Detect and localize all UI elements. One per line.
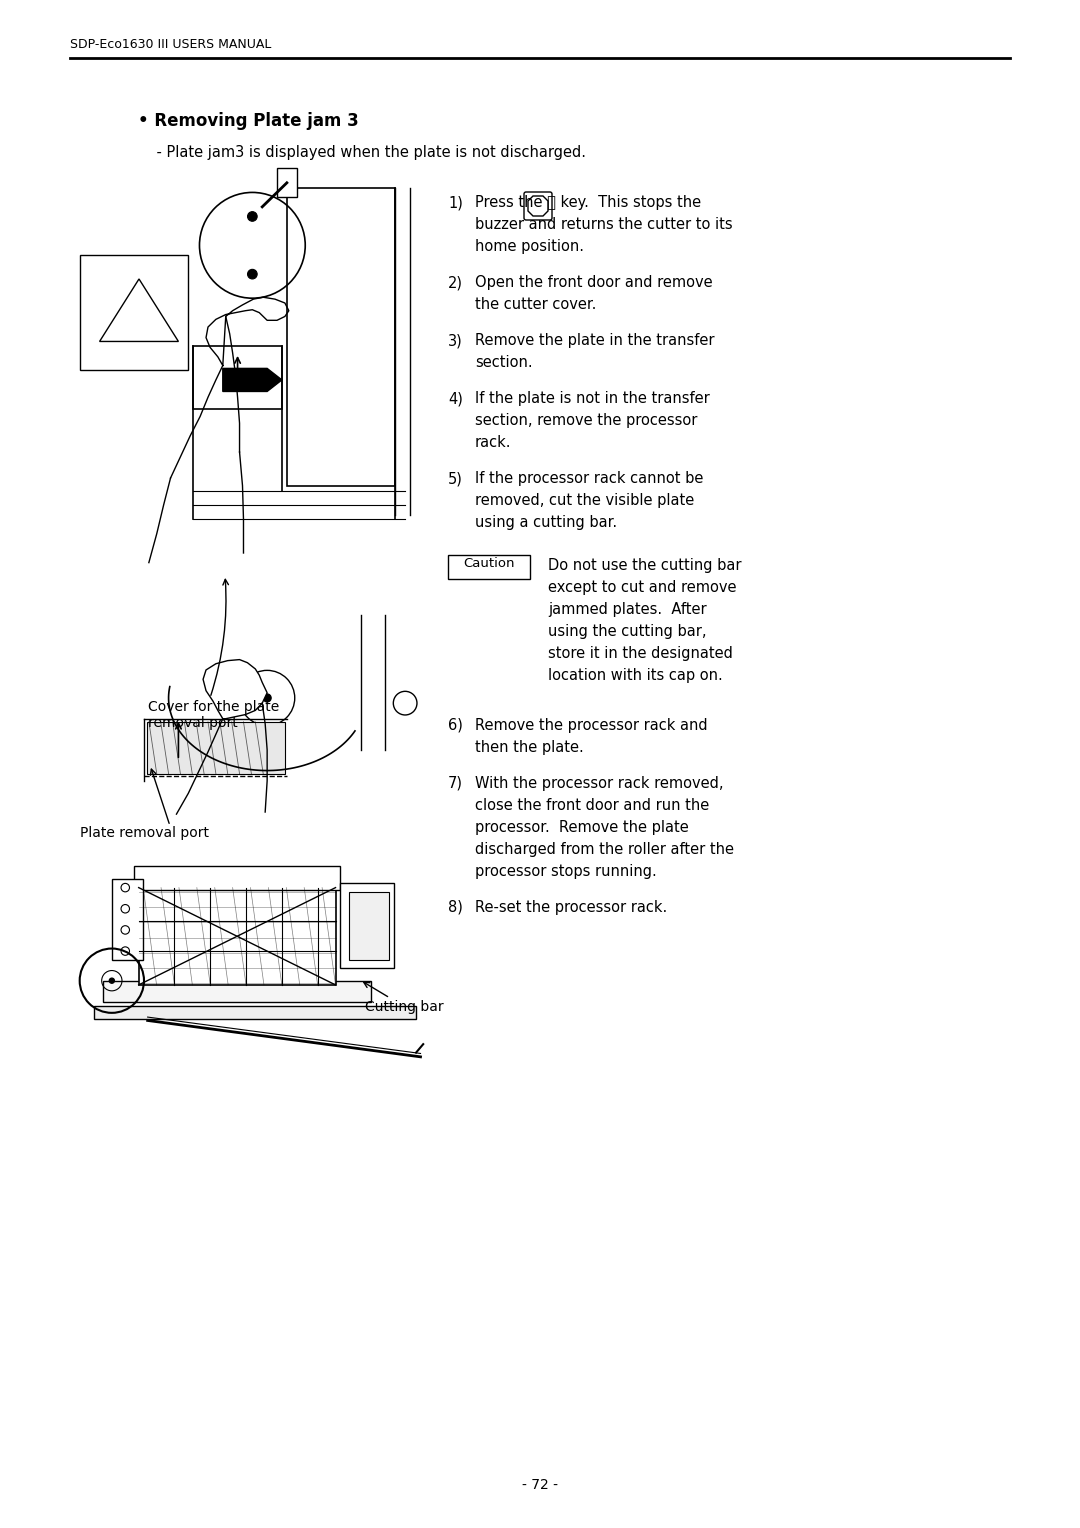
Text: except to cut and remove: except to cut and remove (548, 581, 737, 594)
Bar (287, 188, 395, 486)
Circle shape (204, 877, 207, 880)
Text: Cover for the plate
removal port: Cover for the plate removal port (148, 700, 280, 730)
FancyBboxPatch shape (448, 555, 530, 579)
Circle shape (150, 877, 153, 880)
Circle shape (247, 269, 257, 280)
Text: 8): 8) (448, 900, 463, 915)
Text: section, remove the processor: section, remove the processor (475, 413, 698, 428)
Text: Press the ⓧ key.  This stops the: Press the ⓧ key. This stops the (475, 196, 701, 209)
FancyBboxPatch shape (524, 193, 552, 220)
Bar (138, 888, 336, 986)
Text: Plate removal port: Plate removal port (80, 827, 210, 840)
Bar (340, 883, 394, 969)
Bar (94, 1005, 416, 1019)
Bar (193, 347, 282, 410)
Text: - 72 -: - 72 - (522, 1478, 558, 1491)
Text: SDP-Eco1630 III USERS MANUAL: SDP-Eco1630 III USERS MANUAL (70, 38, 271, 50)
Text: 3): 3) (448, 333, 462, 348)
Bar (112, 879, 144, 960)
Text: Do not use the cutting bar: Do not use the cutting bar (548, 558, 742, 573)
Text: jammed plates.  After: jammed plates. After (548, 602, 706, 617)
Bar (276, 168, 297, 197)
Circle shape (264, 694, 271, 701)
Text: processor stops running.: processor stops running. (475, 863, 657, 879)
Text: home position.: home position. (475, 238, 584, 254)
Bar (80, 255, 188, 370)
Text: removed, cut the visible plate: removed, cut the visible plate (475, 494, 694, 507)
Bar (103, 981, 372, 1002)
Text: Cutting bar: Cutting bar (365, 999, 444, 1015)
Text: 2): 2) (448, 275, 463, 290)
Text: 1): 1) (448, 196, 463, 209)
Circle shape (247, 212, 257, 222)
Text: With the processor rack removed,: With the processor rack removed, (475, 776, 724, 792)
Text: then the plate.: then the plate. (475, 740, 584, 755)
Text: close the front door and run the: close the front door and run the (475, 798, 710, 813)
Circle shape (109, 978, 114, 983)
Text: section.: section. (475, 354, 532, 370)
Text: processor.  Remove the plate: processor. Remove the plate (475, 821, 689, 834)
Text: • Removing Plate jam 3: • Removing Plate jam 3 (138, 112, 359, 130)
Text: store it in the designated: store it in the designated (548, 646, 733, 662)
Text: - Plate jam3 is displayed when the plate is not discharged.: - Plate jam3 is displayed when the plate… (138, 145, 586, 160)
Circle shape (316, 877, 320, 880)
Polygon shape (203, 660, 267, 718)
Text: Remove the processor rack and: Remove the processor rack and (475, 718, 707, 733)
Bar (134, 866, 340, 891)
Text: 5): 5) (448, 471, 463, 486)
Text: If the plate is not in the transfer: If the plate is not in the transfer (475, 391, 710, 406)
Polygon shape (222, 368, 282, 391)
Text: Open the front door and remove: Open the front door and remove (475, 275, 713, 290)
Text: the cutter cover.: the cutter cover. (475, 296, 596, 312)
Bar (349, 892, 389, 960)
Text: discharged from the roller after the: discharged from the roller after the (475, 842, 734, 857)
Text: location with its cap on.: location with its cap on. (548, 668, 723, 683)
Text: buzzer and returns the cutter to its: buzzer and returns the cutter to its (475, 217, 732, 232)
Text: If the processor rack cannot be: If the processor rack cannot be (475, 471, 703, 486)
Text: 7): 7) (448, 776, 463, 792)
Text: 4): 4) (448, 391, 463, 406)
Bar (147, 721, 285, 773)
Text: rack.: rack. (475, 435, 512, 451)
Text: Re-set the processor rack.: Re-set the processor rack. (475, 900, 667, 915)
Text: using the cutting bar,: using the cutting bar, (548, 623, 706, 639)
Circle shape (262, 877, 266, 880)
Text: using a cutting bar.: using a cutting bar. (475, 515, 617, 530)
Text: Caution: Caution (463, 558, 515, 570)
Text: 6): 6) (448, 718, 463, 733)
Text: Remove the plate in the transfer: Remove the plate in the transfer (475, 333, 715, 348)
